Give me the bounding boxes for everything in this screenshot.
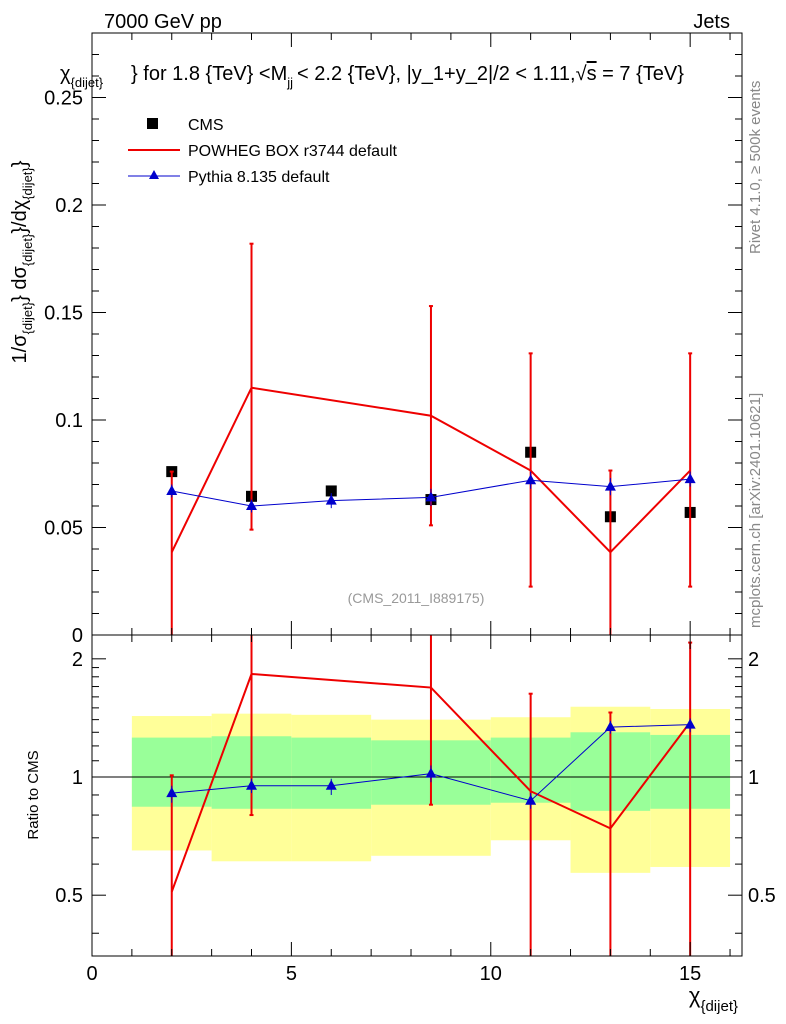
main-ytick-label: 0.1: [55, 410, 83, 432]
ylabel-b: } dσ: [9, 266, 31, 302]
main-series-layer: [166, 242, 696, 635]
ratio-axes: 0.5 0.5 1 1 2 2 0 5 10 15: [55, 635, 776, 985]
xtick-label: 0: [86, 963, 97, 985]
title-mjj-sub: jj: [286, 75, 293, 90]
pythia-data-point: [246, 500, 258, 510]
title-part-1: } for 1.8 {TeV} <M: [131, 63, 287, 85]
ratio-ytick-label-right: 0.5: [748, 885, 776, 907]
rivet-label: Rivet 4.1.0, ≥ 500k events: [747, 81, 764, 254]
xlabel: χ{dijet}: [689, 983, 738, 1015]
ratio-pythia-point: [166, 787, 178, 798]
ylabel-c-sub: {dijet}: [20, 167, 35, 200]
xtick-label: 15: [679, 963, 701, 985]
ratio-series-layer: [166, 635, 696, 956]
powheg-line: [170, 386, 691, 554]
title-s: s: [587, 63, 597, 85]
ylabel-a: 1/σ: [9, 334, 31, 364]
xtick-label: 10: [480, 963, 502, 985]
header-right: Jets: [693, 11, 730, 33]
xlabel-sub: {dijet}: [700, 998, 738, 1015]
title-part-3: = 7 {TeV}: [597, 63, 685, 85]
title-chi-sub: {dijet}: [71, 75, 104, 90]
xlabel-chi: χ: [689, 983, 701, 1008]
legend-cms-marker: [147, 118, 158, 129]
legend: CMS POWHEG BOX r3744 default Pythia 8.13…: [128, 117, 398, 186]
main-ytick-label: 0.05: [44, 518, 83, 540]
ratio-frame: [91, 634, 743, 957]
ylabel-b-sub: {dijet}: [20, 233, 35, 266]
main-ytick-label: 0: [72, 625, 83, 647]
main-ylabel: 1/σ{dijet}} dσ{dijet}}/dχ{dijet}}: [9, 160, 35, 363]
ratio-pythia-point: [525, 794, 537, 805]
ratio-ytick-label: 1: [72, 767, 83, 789]
header-left: 7000 GeV pp: [104, 11, 222, 33]
pythia-data-point: [425, 491, 437, 502]
ratio-pythia-point: [425, 767, 437, 778]
analysis-watermark: (CMS_2011_I889175): [348, 590, 485, 606]
ratio-uncertainty-bands: [92, 706, 742, 873]
ratio-pythia-point: [604, 721, 616, 732]
ratio-ytick-label-right: 2: [748, 649, 759, 671]
ratio-pythia-point: [684, 718, 696, 729]
ratio-ytick-label-right: 1: [748, 767, 759, 789]
ratio-pythia-point: [325, 779, 337, 790]
ratio-powheg-line: [170, 672, 691, 893]
ylabel-d: }: [9, 160, 31, 167]
legend-powheg-label: POWHEG BOX r3744 default: [188, 143, 398, 160]
ratio-ytick-label: 2: [72, 649, 83, 671]
ratio-pythia-point: [246, 779, 258, 790]
mcplots-label: mcplots.cern.ch [arXiv:2401.10621]: [747, 393, 764, 628]
main-ytick-label: 0.25: [44, 88, 83, 110]
cms-data-point: [325, 485, 337, 497]
title-sqrt: √: [576, 63, 587, 85]
legend-cms-label: CMS: [188, 117, 224, 134]
main-axes: 0 0.05 0.1 0.15 0.2 0.25: [44, 33, 742, 647]
legend-pythia-marker: [149, 170, 159, 179]
xtick-label: 5: [286, 963, 297, 985]
title-part-2: < 2.2 {TeV}, |y_1+y_2|/2 < 1.11,: [297, 63, 576, 85]
ylabel-a-sub: {dijet}: [20, 301, 35, 334]
pythia-data-point: [525, 474, 537, 485]
main-ytick-label: 0.2: [55, 195, 83, 217]
ratio-ytick-label: 0.5: [55, 885, 83, 907]
pythia-data-point: [325, 494, 337, 505]
pythia-data-point: [166, 484, 178, 495]
pythia-data-point: [684, 473, 696, 484]
ratio-ylabel: Ratio to CMS: [25, 750, 42, 839]
title-chi: χ: [60, 63, 71, 85]
legend-pythia-label: Pythia 8.135 default: [188, 169, 330, 186]
pythia-data-point: [604, 480, 616, 491]
main-title: χ{dijet} } for 1.8 {TeV} <Mjj < 2.2 {TeV},…: [60, 63, 684, 90]
main-ytick-label: 0.15: [44, 303, 83, 325]
ratio-band-inner: [291, 737, 372, 809]
ylabel-c: }/dχ: [9, 199, 31, 233]
